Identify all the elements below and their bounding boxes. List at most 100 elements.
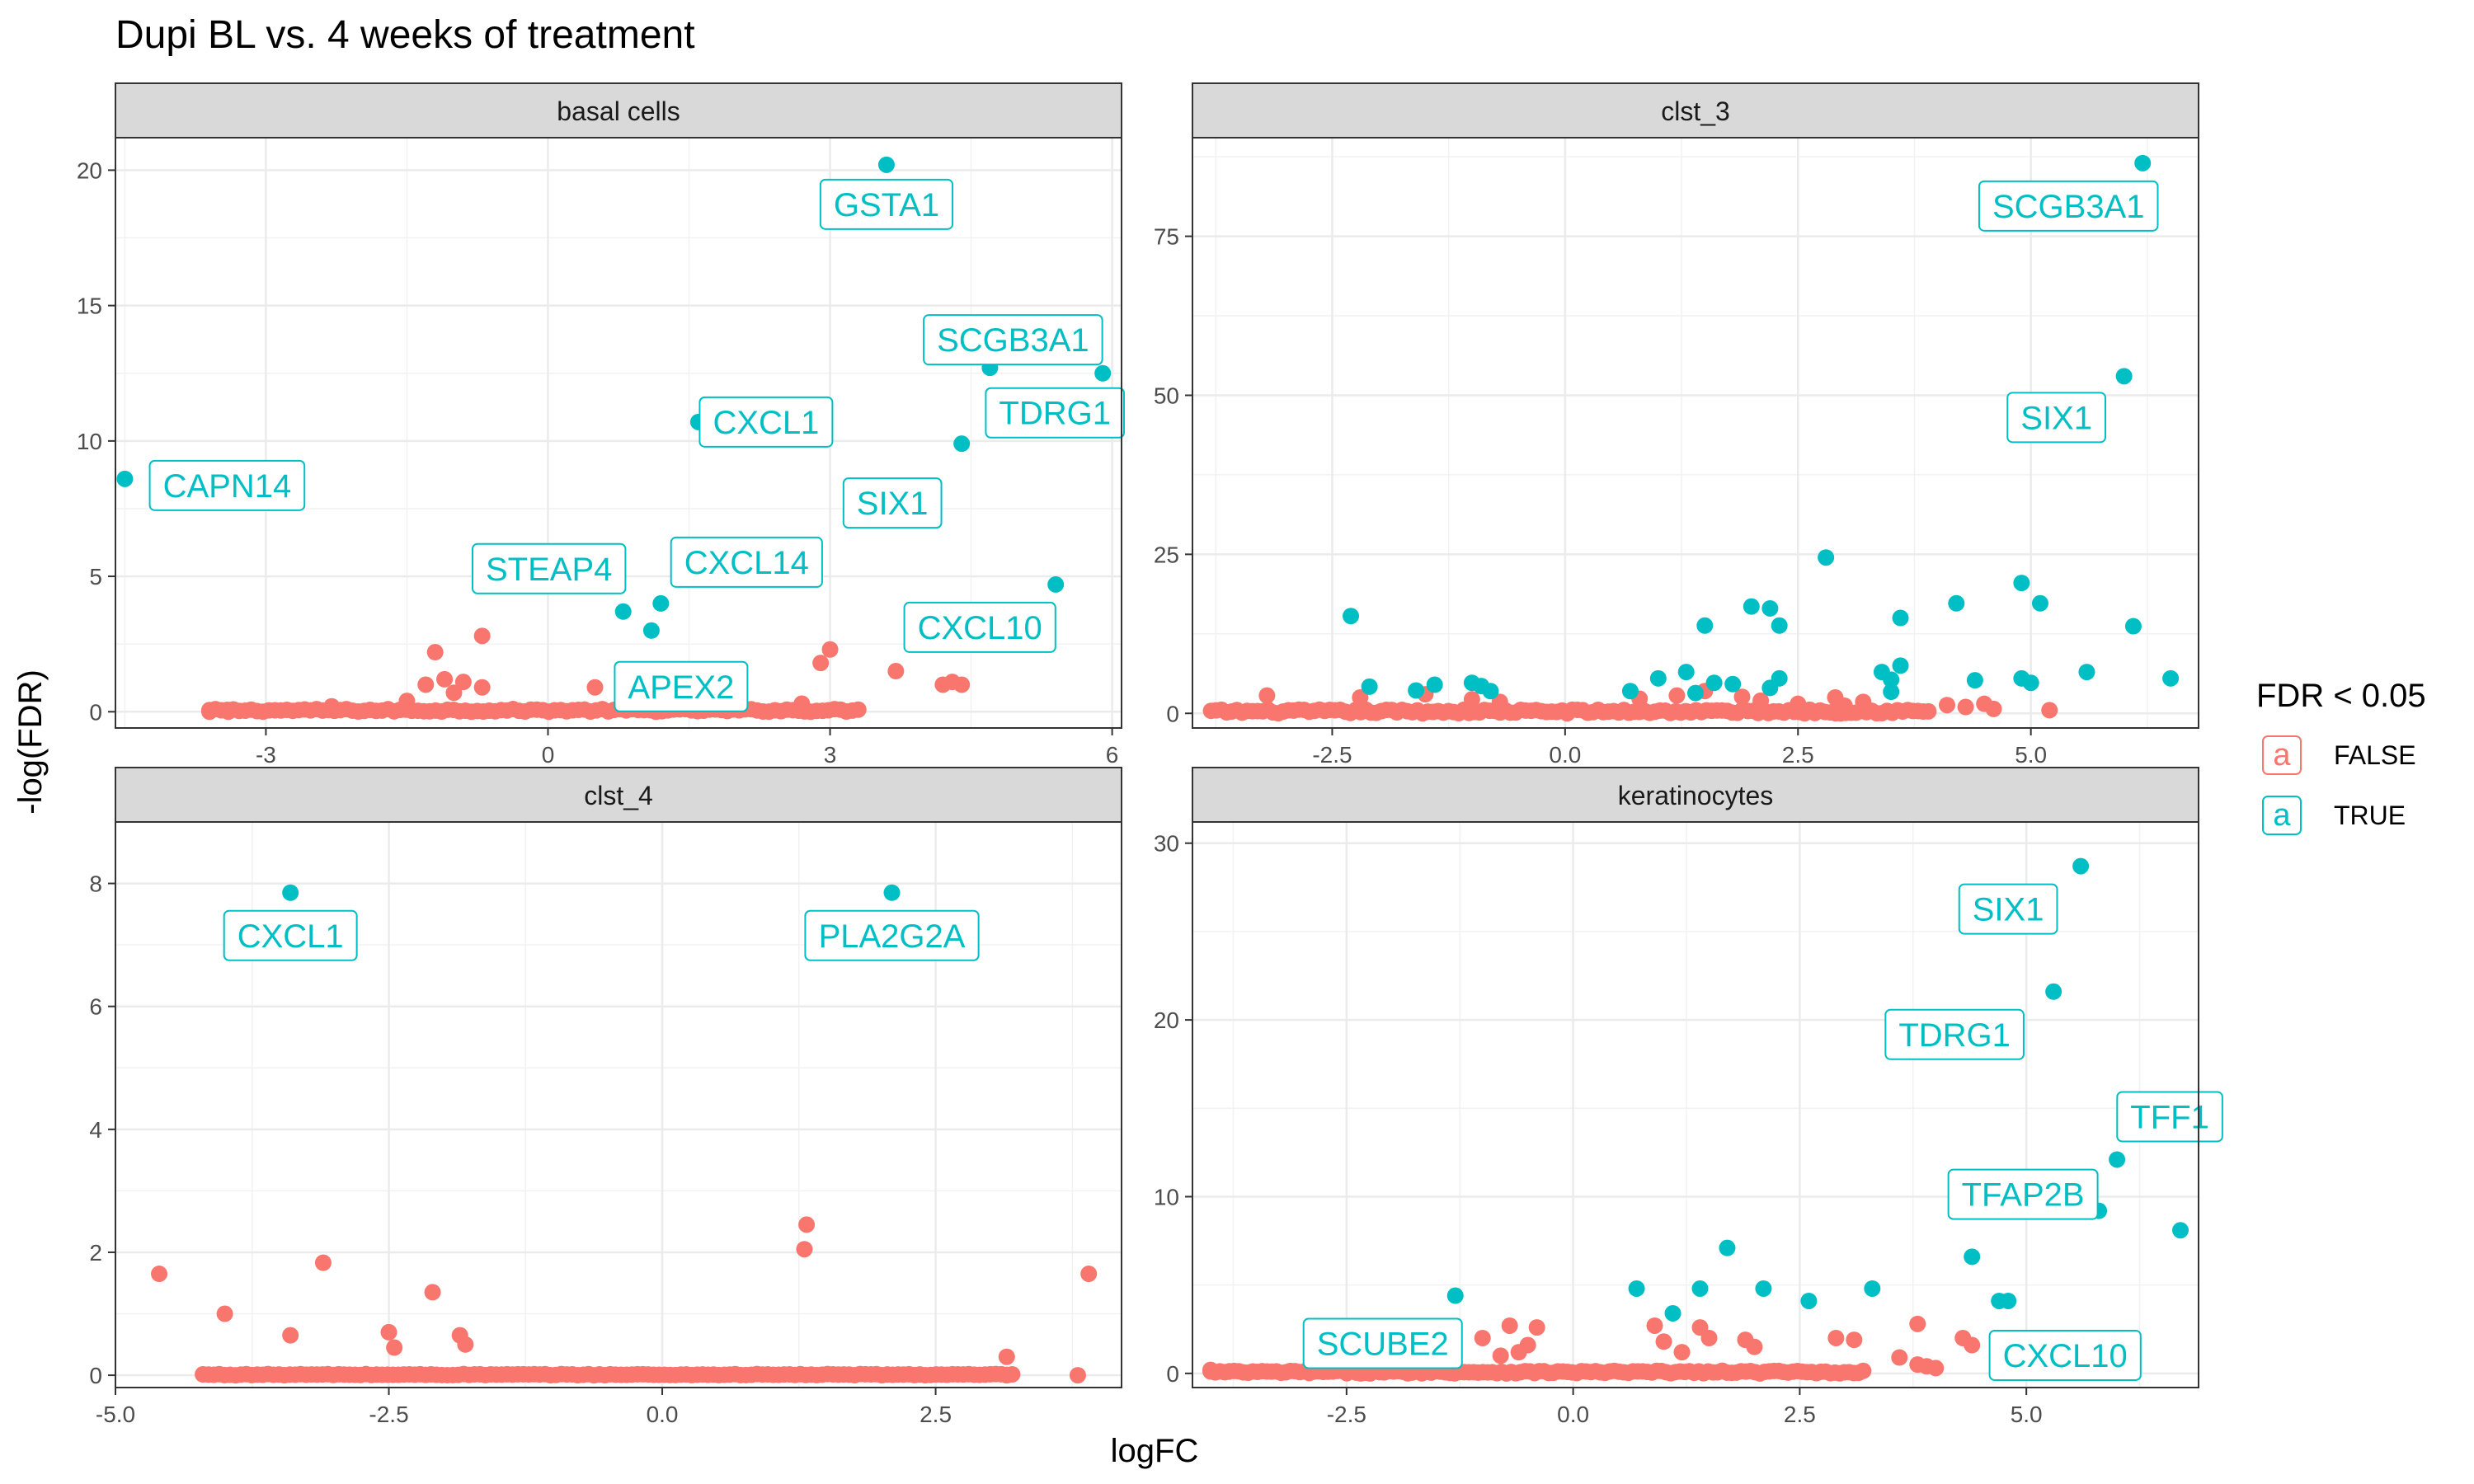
label-six1: SIX1 [2006, 392, 2106, 444]
label-box [471, 542, 627, 594]
point-nonsignificant [1957, 698, 1974, 716]
point-apex2 [642, 622, 660, 639]
point-nonsignificant [216, 1305, 233, 1322]
label-text: SCGB3A1 [937, 322, 1089, 359]
point-nonsignificant [1752, 692, 1770, 709]
point-nonsignificant [796, 1241, 813, 1258]
point-nonsignificant [1258, 687, 1276, 704]
point-significant [2078, 664, 2095, 681]
axes: -5.0 -2.5 0.0 2.5 0 2 4 6 8 [89, 871, 952, 1427]
point-significant [2022, 674, 2039, 692]
point-significant [1964, 1248, 1981, 1266]
label-gsta1: GSTA1 [819, 178, 954, 230]
point-tdrg1 [2045, 983, 2062, 1000]
label-text: TDRG1 [1898, 1017, 2011, 1054]
point-pla2g2a [883, 884, 901, 901]
points [1202, 154, 2180, 722]
point-tdrg1 [1094, 364, 1112, 382]
x-tick-label: 0.0 [1557, 1402, 1589, 1427]
point-significant [1771, 669, 1788, 687]
point-nonsignificant [417, 676, 435, 693]
point-significant [1691, 1280, 1709, 1297]
point-nonsignificant [1790, 695, 1807, 712]
y-tick-label: 15 [77, 294, 102, 319]
label-six1: SIX1 [842, 477, 943, 529]
point-nonsignificant [798, 1216, 816, 1233]
point-significant [1892, 657, 1909, 674]
gene-labels: SCGB3A1 SIX1 [1978, 180, 2159, 444]
point-significant [1743, 598, 1760, 615]
point-nonsignificant [1202, 1361, 1219, 1378]
point-nonsignificant [998, 1348, 1015, 1365]
point-nonsignificant [1733, 688, 1751, 706]
x-tick-label: 5.0 [2015, 742, 2047, 768]
label-tdrg1: TDRG1 [1884, 1008, 2025, 1060]
point-nonsignificant [398, 693, 416, 710]
point-nonsignificant [1891, 1349, 1908, 1366]
point-gsta1 [877, 156, 895, 173]
point-nonsignificant [1352, 688, 1369, 706]
label-text: SIX1 [1973, 892, 2044, 928]
point-significant [2000, 1292, 2017, 1309]
point-significant [1628, 1280, 1645, 1297]
point-nonsignificant [1909, 1356, 1926, 1374]
point-cxcl14 [652, 594, 670, 612]
point-nonsignificant [1080, 1266, 1098, 1283]
legend: FDR < 0.05 a FALSE a TRUE [2256, 678, 2426, 835]
point-significant [1621, 683, 1639, 700]
point-nonsignificant [1474, 1329, 1491, 1346]
label-scgb3a1: SCGB3A1 [923, 314, 1103, 366]
y-tick-label: 25 [1154, 542, 1179, 567]
point-nonsignificant [201, 703, 219, 721]
point-significant [1966, 672, 1983, 689]
point-nonsignificant [1939, 697, 1955, 714]
label-box [819, 178, 954, 230]
y-tick-label: 0 [1166, 701, 1179, 726]
label-text: CXCL10 [918, 610, 1042, 646]
label-box [223, 909, 358, 961]
point-significant [1761, 599, 1779, 617]
point-nonsignificant [1836, 697, 1853, 714]
point-nonsignificant [1700, 1329, 1718, 1346]
panels: basal cells-3 0 3 605101520GSTA1CXCL1SCGB3A… [77, 82, 2223, 1427]
point-nonsignificant [1220, 1363, 1237, 1380]
label-text: STEAP4 [486, 552, 612, 588]
panel-strip-label: clst_4 [584, 781, 653, 810]
point-nonsignificant [1673, 1344, 1691, 1361]
label-text: PLA2G2A [819, 918, 966, 955]
point-significant [2031, 594, 2048, 612]
point-significant [1408, 682, 1425, 699]
point-nonsignificant [849, 701, 867, 718]
axes: -2.5 0.0 2.5 5.0 0 25 50 75 [1154, 224, 2047, 768]
point-significant [1687, 684, 1704, 702]
point-nonsignificant [454, 674, 472, 691]
point-significant [1482, 683, 1499, 700]
point-nonsignificant [1927, 1360, 1945, 1377]
panel-border [1192, 137, 2199, 729]
point-significant [1864, 1280, 1881, 1297]
point-significant [2162, 669, 2180, 687]
label-cxcl1: CXCL1 [223, 909, 358, 961]
label-text: SIX1 [857, 486, 929, 522]
y-tick-label: 0 [1166, 1361, 1179, 1387]
point-significant [1696, 617, 1714, 634]
y-tick-label: 2 [89, 1240, 102, 1266]
point-nonsignificant [887, 663, 905, 680]
panel-clst-4: clst_4 -5.0 -2.5 0.0 2.5 0 2 4 6 8 CXCL1 PLA2G2A [89, 767, 1122, 1427]
y-tick-label: 20 [1154, 1007, 1179, 1033]
label-text: SIX1 [2020, 400, 2092, 436]
point-nonsignificant [1655, 1333, 1672, 1350]
point-nonsignificant [426, 644, 444, 661]
label-box [1947, 1168, 2099, 1220]
y-tick-label: 4 [89, 1117, 102, 1143]
point-nonsignificant [586, 679, 604, 696]
gene-labels: CXCL1 PLA2G2A [223, 909, 980, 961]
point-nonsignificant [1646, 1317, 1663, 1334]
panel-strip [115, 767, 1122, 823]
x-tick-label: 6 [1106, 742, 1119, 768]
label-box [842, 477, 943, 529]
point-nonsignificant [793, 695, 811, 712]
x-tick-label: 2.5 [1782, 742, 1814, 768]
y-tick-label: 30 [1154, 831, 1179, 857]
point-six1 [2115, 368, 2133, 385]
